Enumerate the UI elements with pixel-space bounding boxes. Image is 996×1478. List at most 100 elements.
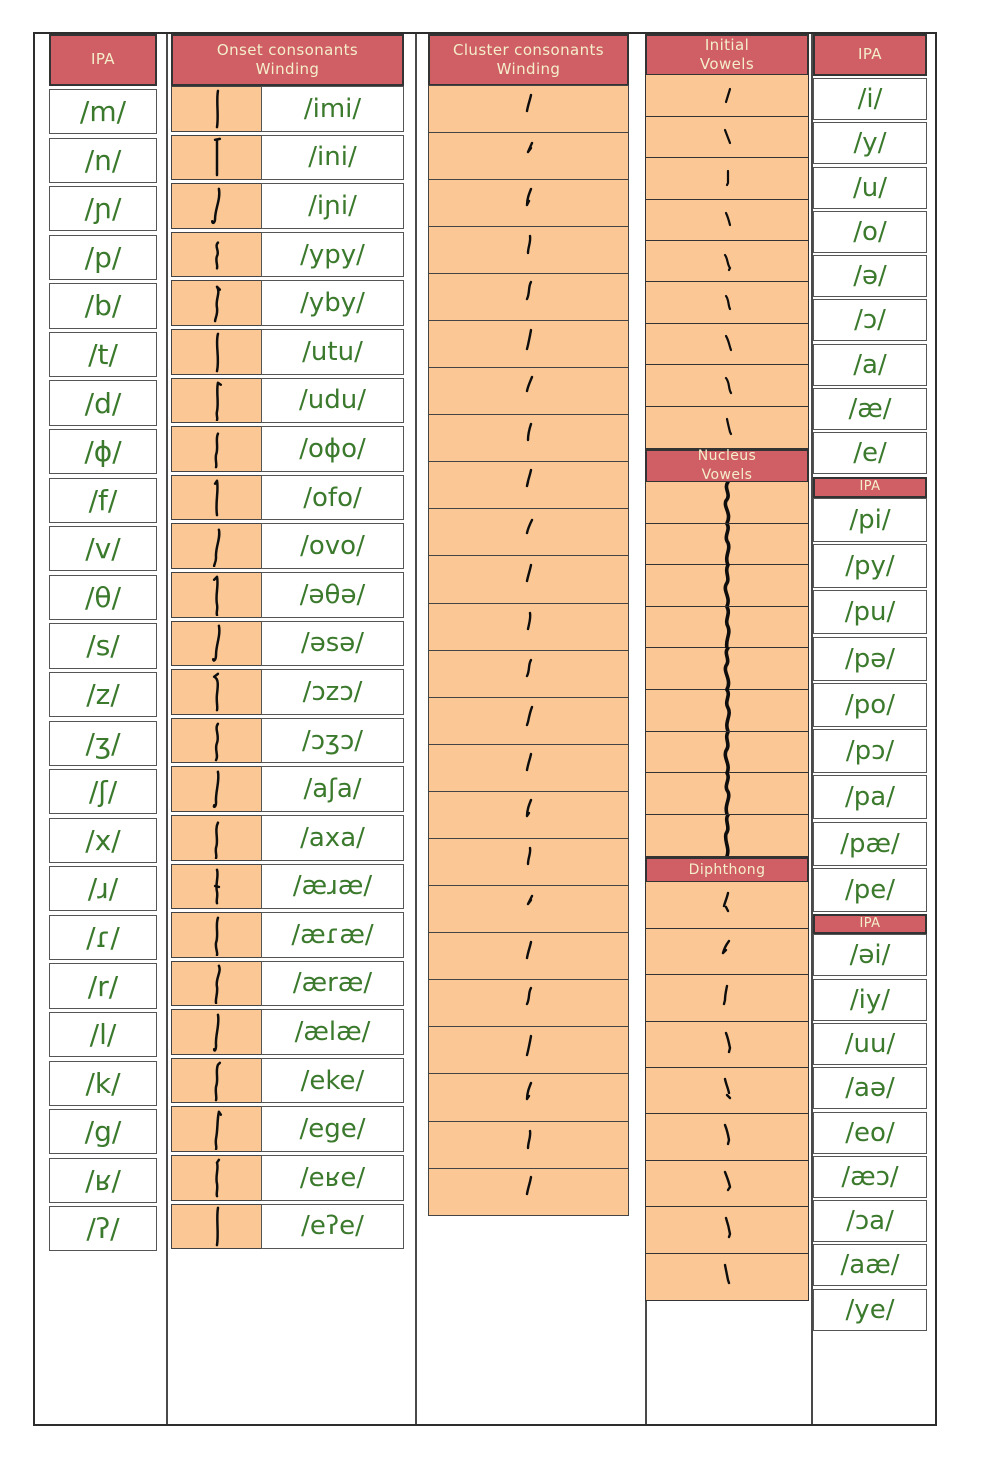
column-divider — [415, 34, 417, 1424]
nucleus-vowels-glyph-cell — [645, 647, 809, 691]
header-label: Winding — [496, 60, 561, 78]
header-label: Winding — [255, 60, 320, 78]
cluster-winding-stroke-glyph — [525, 658, 532, 677]
vowel-ipa-cell: /i/ — [813, 78, 927, 120]
onset-row: /eʔe/ — [171, 1203, 404, 1250]
example-word-cell: /eʁe/ — [261, 1155, 404, 1201]
cluster-winding-stroke-glyph — [526, 846, 531, 866]
onset-glyph-cell — [171, 86, 262, 132]
vowel-ipa-header: IPA — [813, 914, 927, 935]
cluster-winding-stroke-glyph — [525, 705, 533, 726]
consonant-ipa-label: /m/ — [79, 95, 127, 129]
consonant-ipa-cell: /z/ — [49, 671, 157, 718]
header-label: Diphthong — [688, 861, 766, 878]
cluster-winding-stroke-glyph — [525, 564, 532, 583]
onset-winding-stroke-glyph — [210, 187, 221, 225]
initial-vowels-glyph-cell — [645, 364, 809, 408]
vowel-ipa-label: /ɔa/ — [846, 1206, 894, 1237]
initial-vowel-stroke-glyph — [724, 212, 732, 227]
cluster-glyph-cell — [428, 1167, 629, 1217]
onset-winding-stroke-glyph — [215, 332, 219, 373]
cluster-winding-stroke-glyph — [525, 187, 532, 206]
cluster-consonants-header: Cluster consonants Winding — [428, 34, 629, 86]
onset-row: /əsə/ — [171, 620, 404, 667]
example-word-cell: /utu/ — [261, 328, 404, 375]
diphthong-stroke-glyph — [723, 1077, 732, 1100]
onset-glyph-cell — [171, 1155, 262, 1201]
cluster-glyph-cell — [428, 696, 629, 746]
diphthong-stroke-glyph — [721, 939, 731, 955]
vowel-ipa-cell: /ə/ — [813, 255, 927, 298]
example-word-cell: /æɾæ/ — [261, 912, 404, 958]
cluster-glyph-cell — [428, 979, 629, 1028]
vowel-ipa-label: /po/ — [845, 689, 895, 720]
initial-vowels-glyph-cell — [645, 157, 809, 201]
cluster-winding-stroke-glyph — [525, 987, 532, 1006]
cluster-glyph-cell — [428, 367, 629, 416]
consonant-ipa-cell: /ʔ/ — [49, 1206, 157, 1252]
cluster-glyph-cell — [428, 508, 629, 557]
cluster-glyph-cell — [428, 1026, 629, 1075]
onset-row: /ege/ — [171, 1106, 404, 1153]
cluster-winding-stroke-glyph — [526, 611, 531, 630]
cluster-glyph-cell — [428, 225, 629, 275]
onset-winding-stroke-glyph — [212, 672, 219, 712]
onset-row: /ælæ/ — [171, 1009, 404, 1055]
onset-winding-stroke-glyph — [214, 381, 222, 422]
onset-winding-stroke-glyph — [213, 138, 221, 177]
cluster-winding-stroke-glyph — [525, 940, 532, 960]
onset-row: /eʁe/ — [171, 1155, 404, 1201]
nucleus-winding-stroke-glyph — [723, 814, 730, 856]
onset-winding-stroke-glyph — [213, 285, 221, 323]
consonant-ipa-cell: /d/ — [49, 380, 157, 426]
onset-winding-stroke-glyph — [212, 1013, 220, 1052]
cluster-winding-stroke-glyph — [525, 375, 533, 393]
cluster-glyph-cell — [428, 649, 629, 699]
cluster-glyph-cell — [428, 272, 629, 322]
onset-winding-stroke-glyph — [212, 575, 219, 616]
onset-winding-stroke-glyph — [214, 916, 219, 956]
initial-vowels-glyph-cell — [645, 405, 809, 449]
vowel-ipa-label: /pə/ — [844, 643, 896, 674]
diphthong-stroke-glyph — [723, 1170, 732, 1192]
initial-vowels-glyph-cell — [645, 240, 809, 284]
example-word-label: /oɸo/ — [299, 433, 366, 464]
diphthong-stroke-glyph — [724, 1031, 732, 1053]
onset-row: /æɾæ/ — [171, 912, 404, 958]
cluster-winding-stroke-glyph — [526, 1129, 531, 1149]
consonant-ipa-label: /f/ — [88, 483, 118, 517]
vowel-ipa-cell: /eo/ — [813, 1111, 927, 1154]
onset-row: /ovo/ — [171, 523, 404, 569]
vowel-ipa-label: /uu/ — [844, 1028, 896, 1059]
initial-vowel-stroke-glyph — [724, 335, 733, 352]
consonant-ipa-label: /ʁ/ — [85, 1163, 121, 1197]
onset-glyph-cell — [171, 960, 262, 1007]
vowel-ipa-cell: /ye/ — [813, 1288, 927, 1331]
example-word-cell: /axa/ — [261, 814, 404, 861]
nucleus-vowels-glyph-cell — [645, 481, 809, 525]
vowel-ipa-label: /æ/ — [848, 394, 892, 425]
example-word-label: /ovo/ — [300, 531, 365, 562]
initial-vowel-stroke-glyph — [724, 212, 732, 227]
example-word-label: /utu/ — [302, 336, 363, 367]
header-label: Vowels — [701, 466, 753, 483]
diphthong-glyph-cell — [645, 1067, 809, 1116]
consonant-ipa-label: /ɸ/ — [84, 435, 122, 469]
nucleus-winding-stroke-glyph — [723, 648, 731, 690]
example-word-label: /æræ/ — [292, 968, 373, 999]
example-word-cell: /aʃa/ — [261, 766, 404, 812]
vowel-ipa-label: /py/ — [845, 550, 895, 581]
onset-winding-stroke-glyph — [212, 575, 219, 616]
consonant-ipa-cell: /ɲ/ — [49, 186, 157, 232]
onset-row: /eke/ — [171, 1057, 404, 1104]
diphthong-stroke-glyph — [723, 1077, 732, 1100]
nucleus-winding-stroke-glyph — [723, 731, 730, 773]
onset-winding-stroke-glyph — [211, 624, 221, 663]
consonant-ipa-label: /n/ — [84, 143, 122, 177]
vowel-ipa-header: IPA — [813, 34, 927, 76]
vowel-glyphs-table: Initial Vowels Nucleus Vowels Diphthong — [645, 34, 809, 1301]
vowel-ipa-label: /o/ — [853, 216, 887, 247]
cluster-glyph-cell — [428, 84, 629, 134]
cluster-winding-stroke-glyph — [525, 940, 532, 960]
